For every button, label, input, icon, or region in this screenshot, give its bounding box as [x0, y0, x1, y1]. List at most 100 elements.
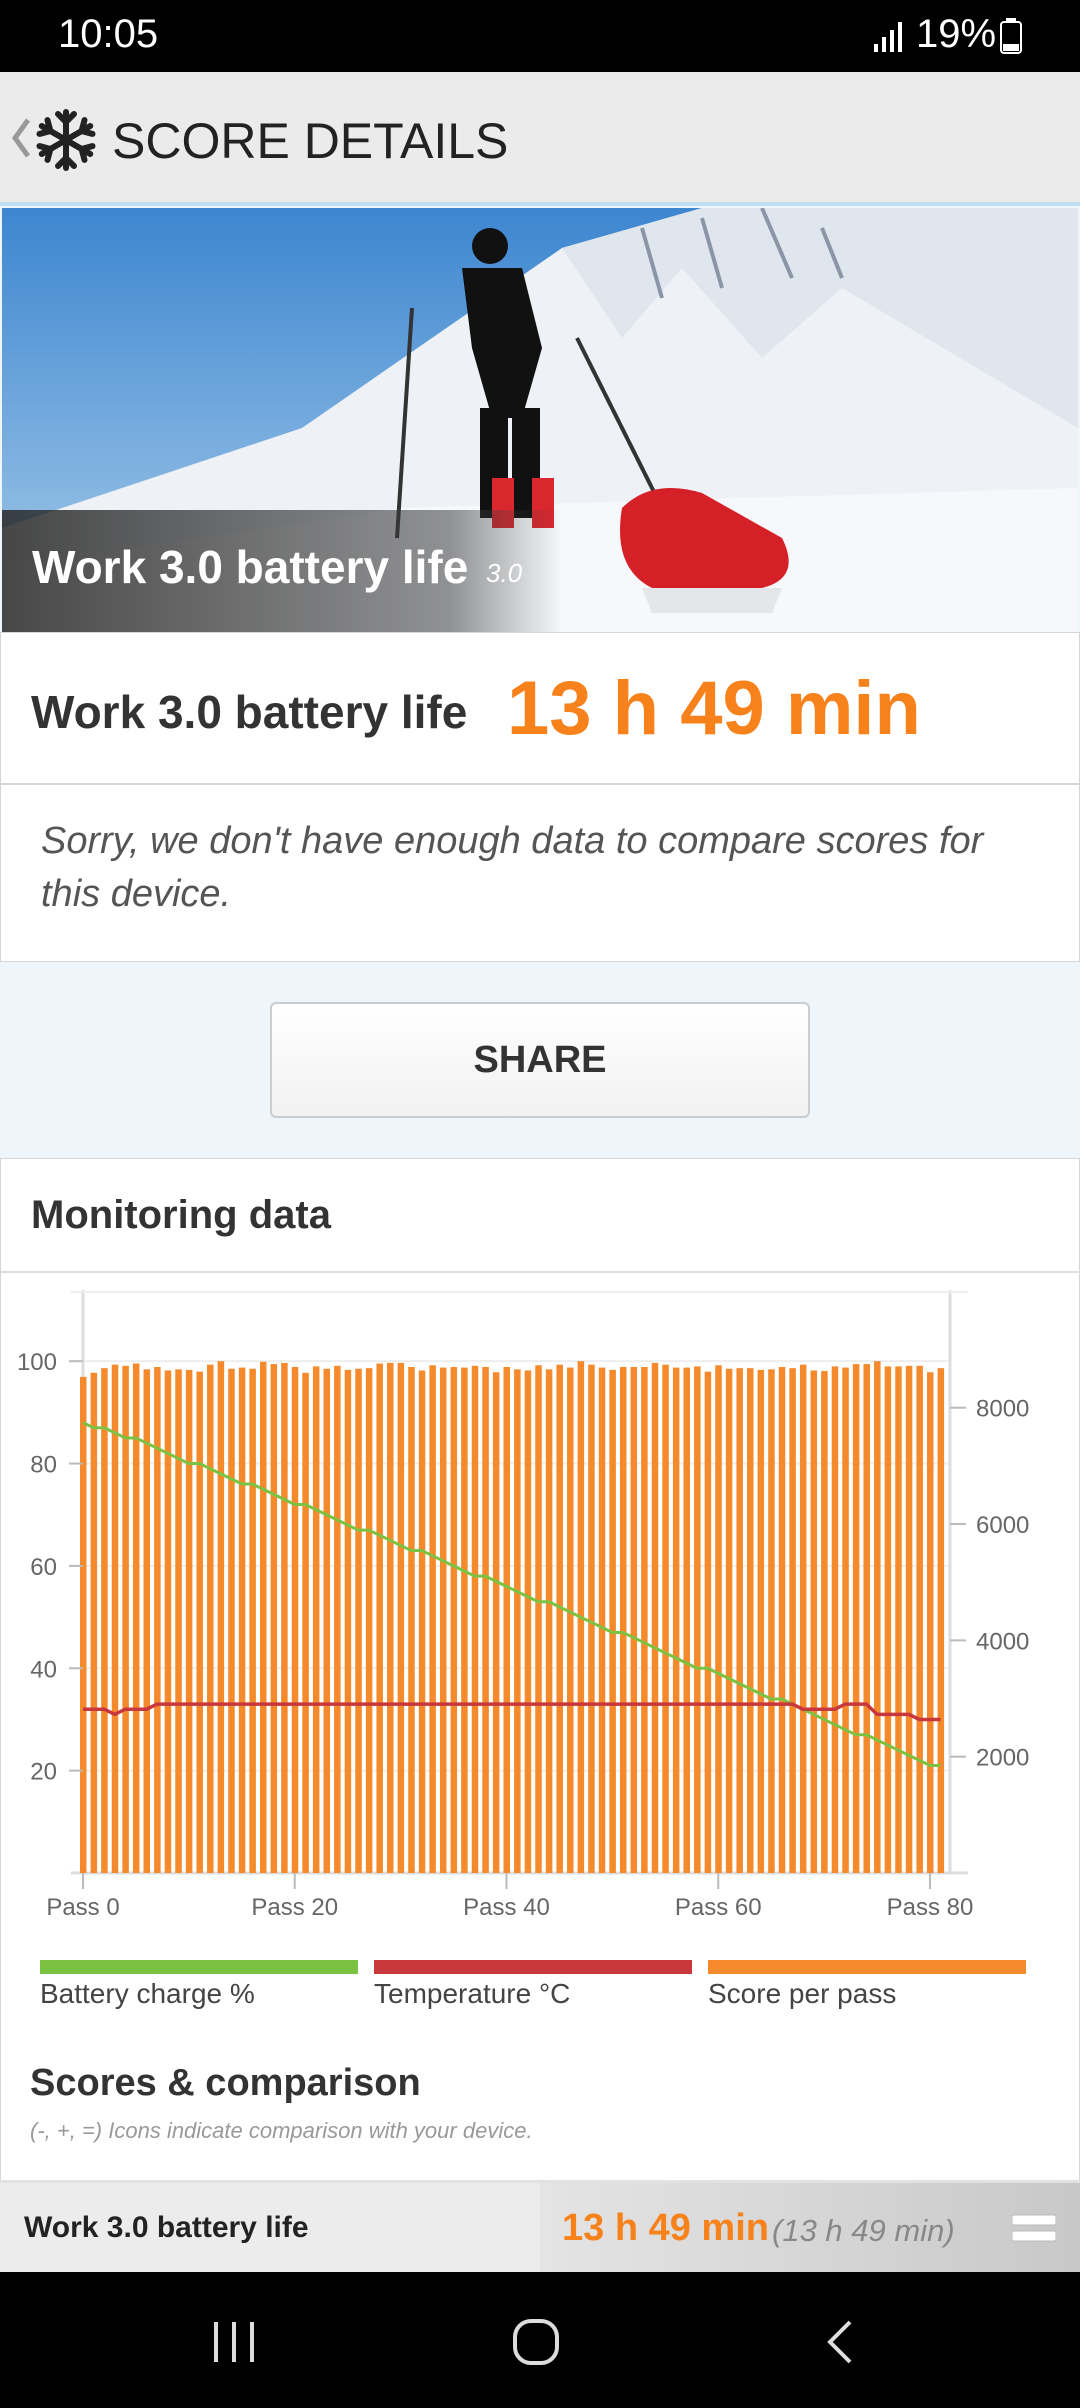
recent-apps-icon[interactable] [210, 2320, 258, 2364]
left-tick-label: 80 [30, 1452, 57, 1479]
score-bar [334, 1365, 341, 1873]
score-bar [514, 1369, 521, 1873]
score-bar [768, 1369, 775, 1873]
score-bar [503, 1366, 510, 1873]
score-bar [418, 1370, 426, 1873]
x-tick-label: Pass 80 [887, 1894, 974, 1921]
left-tick-label: 20 [30, 1759, 57, 1786]
score-row[interactable]: Work 3.0 battery life 13 h 49 min (13 h … [0, 2180, 1080, 2275]
score-bar [175, 1369, 182, 1873]
x-tick-label: Pass 60 [675, 1894, 762, 1921]
score-bar [355, 1368, 362, 1873]
legend-swatch-temperature [374, 1960, 692, 1974]
score-bar [789, 1368, 796, 1873]
score-bar [439, 1367, 447, 1873]
score-bar [344, 1369, 352, 1873]
divider [1, 1271, 1080, 1273]
hero-version: 3.0 [486, 558, 523, 588]
score-bar [461, 1367, 468, 1873]
score-bar [164, 1370, 172, 1873]
monitoring-chart: 20 40 60 80 100 2000 4000 6000 8000 Pass 0 Pass 20… [17, 1290, 1029, 1921]
score-bar [397, 1362, 405, 1873]
x-tick-label: Pass 40 [463, 1894, 550, 1921]
page-title: SCORE DETAILS [112, 113, 509, 169]
score-bar [683, 1367, 690, 1873]
legend-label-score: Score per pass [708, 1978, 897, 2009]
score-bar [545, 1369, 553, 1873]
score-bar [302, 1372, 309, 1873]
navigation-bar [0, 2272, 1080, 2408]
score-bar [387, 1362, 394, 1873]
right-tick-label: 4000 [976, 1628, 1029, 1655]
legend-swatch-score [708, 1960, 1026, 1974]
score-bar [905, 1365, 913, 1873]
score-bar [143, 1369, 151, 1873]
score-bar [259, 1361, 267, 1873]
score-bar [630, 1366, 638, 1873]
score-bar [747, 1368, 754, 1873]
score-bar [810, 1370, 818, 1873]
score-bar [778, 1366, 786, 1873]
score-bar [132, 1363, 140, 1873]
score-bar [376, 1363, 383, 1873]
score-bar [916, 1365, 923, 1873]
score-bar [535, 1365, 542, 1873]
score-bar [937, 1368, 945, 1873]
score-bar [471, 1365, 479, 1873]
score-bar [651, 1362, 659, 1873]
score-bar [588, 1364, 595, 1873]
row-compare: (13 h 49 min) [772, 2213, 955, 2248]
score-bar [662, 1364, 669, 1873]
row-left [0, 2183, 540, 2275]
hero-image: Work 3.0 battery life 3.0 [2, 208, 1078, 632]
score-value: 13 h 49 min [507, 666, 921, 751]
home-icon[interactable] [512, 2318, 560, 2366]
x-tick-label: Pass 20 [251, 1894, 338, 1921]
score-bar [609, 1369, 616, 1873]
score-bar [270, 1364, 278, 1873]
legend-swatch-battery [40, 1960, 358, 1974]
score-bar [672, 1367, 680, 1873]
share-button[interactable]: SHARE [270, 1002, 810, 1118]
left-tick-label: 60 [30, 1554, 57, 1581]
back-nav-icon[interactable] [824, 2318, 856, 2366]
score-bar [482, 1366, 489, 1873]
legend-label-battery: Battery charge % [40, 1978, 255, 2009]
score-bar [757, 1369, 765, 1873]
back-icon[interactable] [10, 118, 32, 158]
score-bar [524, 1370, 532, 1873]
clock: 10:05 [58, 12, 159, 56]
score-bar [312, 1366, 320, 1873]
score-bar [736, 1368, 743, 1873]
hero-title: Work 3.0 battery life [32, 541, 469, 593]
score-bar [80, 1376, 87, 1873]
score-label: Work 3.0 battery life [31, 686, 468, 738]
score-bar [217, 1361, 225, 1873]
score-bar [238, 1367, 246, 1873]
score-bar [154, 1366, 161, 1873]
row-right [540, 2183, 1080, 2275]
score-bar [842, 1367, 849, 1873]
score-bar [567, 1367, 574, 1873]
equals-icon [1012, 2214, 1056, 2242]
x-tick-label: Pass 0 [46, 1894, 119, 1921]
score-bar [556, 1364, 563, 1873]
battery-percent: 19% [916, 12, 997, 56]
status-bar: 10:05 19% [0, 0, 1080, 72]
signal-icon [874, 22, 902, 52]
score-bar [492, 1372, 500, 1873]
score-bar [927, 1372, 934, 1873]
score-bar [365, 1368, 373, 1873]
notice-text: Sorry, we don't have enough data to comp… [41, 820, 984, 915]
score-bar [101, 1368, 108, 1873]
notice-card: Sorry, we don't have enough data to comp… [0, 784, 1080, 962]
scores-subtitle: (-, +, =) Icons indicate comparison with… [30, 2118, 533, 2143]
scores-title: Scores & comparison [30, 2062, 421, 2104]
score-bar [863, 1364, 870, 1873]
score-bar [323, 1368, 331, 1873]
score-bar [249, 1368, 256, 1873]
snowflake-icon [34, 109, 98, 172]
hero-caption: Work 3.0 battery life 3.0 [2, 510, 562, 632]
score-bar [111, 1364, 119, 1873]
row-value: 13 h 49 min [562, 2207, 769, 2249]
